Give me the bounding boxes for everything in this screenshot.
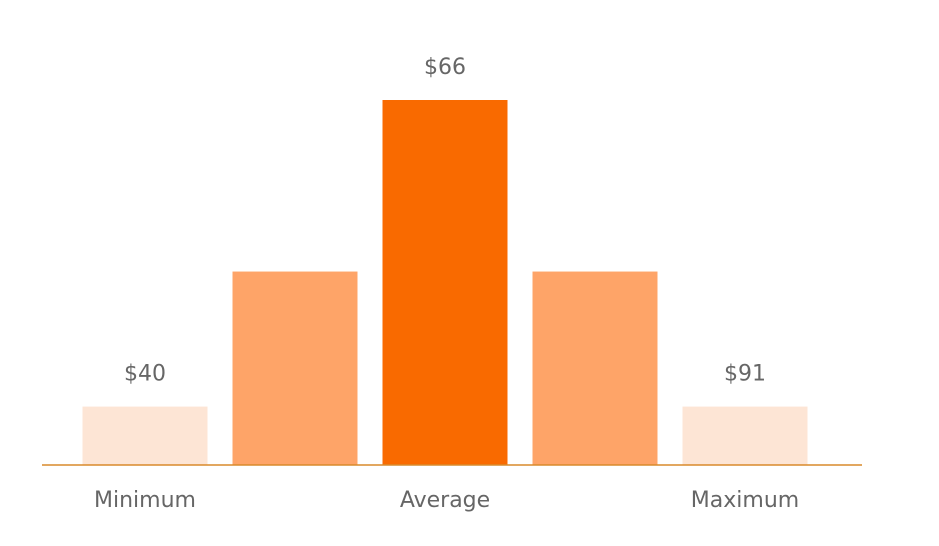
- value-label: $66: [424, 55, 466, 80]
- x-tick-label: Minimum: [94, 488, 196, 513]
- bar: [382, 100, 508, 465]
- bar: [232, 271, 358, 465]
- bar: [532, 271, 658, 465]
- x-tick-label: Maximum: [691, 488, 799, 513]
- value-label: $40: [124, 362, 166, 387]
- bar: [682, 406, 808, 465]
- value-label: $91: [724, 362, 766, 387]
- bar: [82, 406, 208, 465]
- x-tick-label: Average: [400, 488, 490, 513]
